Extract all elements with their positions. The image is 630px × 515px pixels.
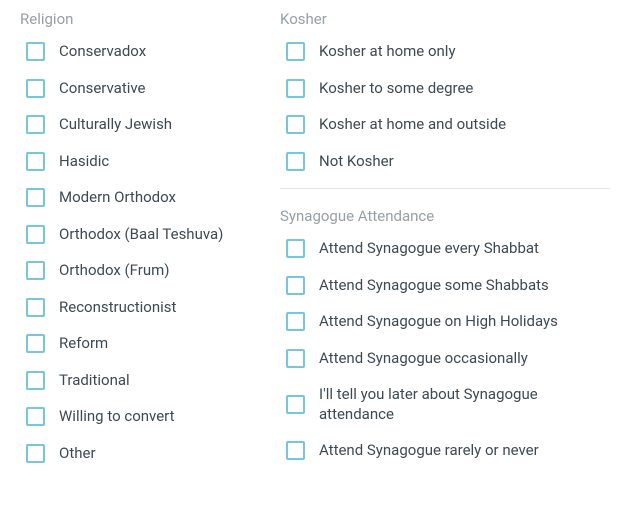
kosher-option: Not Kosher (286, 152, 610, 172)
religion-option: Orthodox (Baal Teshuva) (26, 225, 260, 245)
checkbox[interactable] (26, 334, 45, 353)
option-label: Reform (59, 334, 108, 354)
religion-option: Hasidic (26, 152, 260, 172)
synagogue-option: I'll tell you later about Synagogue atte… (286, 385, 610, 424)
synagogue-option: Attend Synagogue some Shabbats (286, 276, 610, 296)
religion-option: Willing to convert (26, 407, 260, 427)
option-label: Orthodox (Baal Teshuva) (59, 225, 223, 245)
option-label: Attend Synagogue occasionally (319, 349, 528, 369)
checkbox[interactable] (286, 152, 305, 171)
synagogue-option: Attend Synagogue every Shabbat (286, 239, 610, 259)
filter-columns: Religion Conservadox Conservative Cultur… (20, 10, 610, 480)
checkbox[interactable] (26, 261, 45, 280)
checkbox[interactable] (26, 407, 45, 426)
kosher-heading: Kosher (280, 10, 610, 28)
checkbox[interactable] (26, 371, 45, 390)
religion-heading: Religion (20, 10, 260, 28)
checkbox[interactable] (286, 42, 305, 61)
option-label: Attend Synagogue every Shabbat (319, 239, 539, 259)
synagogue-option: Attend Synagogue rarely or never (286, 441, 610, 461)
option-label: Hasidic (59, 152, 109, 172)
synagogue-heading: Synagogue Attendance (280, 207, 610, 225)
checkbox[interactable] (26, 444, 45, 463)
option-label: Kosher at home only (319, 42, 456, 62)
option-label: Conservadox (59, 42, 146, 62)
checkbox[interactable] (286, 276, 305, 295)
option-label: I'll tell you later about Synagogue atte… (319, 385, 610, 424)
religion-option: Conservative (26, 79, 260, 99)
religion-option: Other (26, 444, 260, 464)
checkbox[interactable] (286, 395, 305, 414)
option-label: Reconstructionist (59, 298, 176, 318)
checkbox[interactable] (286, 239, 305, 258)
kosher-option: Kosher to some degree (286, 79, 610, 99)
option-label: Attend Synagogue some Shabbats (319, 276, 549, 296)
checkbox[interactable] (286, 312, 305, 331)
option-label: Attend Synagogue on High Holidays (319, 312, 558, 332)
checkbox[interactable] (286, 79, 305, 98)
option-label: Not Kosher (319, 152, 394, 172)
religion-option: Traditional (26, 371, 260, 391)
kosher-option: Kosher at home only (286, 42, 610, 62)
religion-option: Conservadox (26, 42, 260, 62)
checkbox[interactable] (26, 115, 45, 134)
option-label: Kosher at home and outside (319, 115, 506, 135)
religion-option: Reconstructionist (26, 298, 260, 318)
checkbox[interactable] (286, 115, 305, 134)
option-label: Kosher to some degree (319, 79, 473, 99)
synagogue-option: Attend Synagogue on High Holidays (286, 312, 610, 332)
checkbox[interactable] (26, 42, 45, 61)
checkbox[interactable] (26, 152, 45, 171)
option-label: Culturally Jewish (59, 115, 172, 135)
option-label: Orthodox (Frum) (59, 261, 169, 281)
kosher-option: Kosher at home and outside (286, 115, 610, 135)
religion-option: Orthodox (Frum) (26, 261, 260, 281)
checkbox[interactable] (26, 225, 45, 244)
religion-option: Culturally Jewish (26, 115, 260, 135)
option-label: Traditional (59, 371, 130, 391)
checkbox[interactable] (26, 188, 45, 207)
option-label: Conservative (59, 79, 146, 99)
checkbox[interactable] (286, 441, 305, 460)
option-label: Willing to convert (59, 407, 175, 427)
checkbox[interactable] (26, 79, 45, 98)
option-label: Attend Synagogue rarely or never (319, 441, 539, 461)
synagogue-option: Attend Synagogue occasionally (286, 349, 610, 369)
checkbox[interactable] (286, 349, 305, 368)
section-divider (280, 188, 610, 189)
religion-option: Reform (26, 334, 260, 354)
religion-column: Religion Conservadox Conservative Cultur… (20, 10, 260, 480)
religion-option: Modern Orthodox (26, 188, 260, 208)
option-label: Modern Orthodox (59, 188, 176, 208)
option-label: Other (59, 444, 96, 464)
right-column: Kosher Kosher at home only Kosher to som… (280, 10, 610, 480)
checkbox[interactable] (26, 298, 45, 317)
